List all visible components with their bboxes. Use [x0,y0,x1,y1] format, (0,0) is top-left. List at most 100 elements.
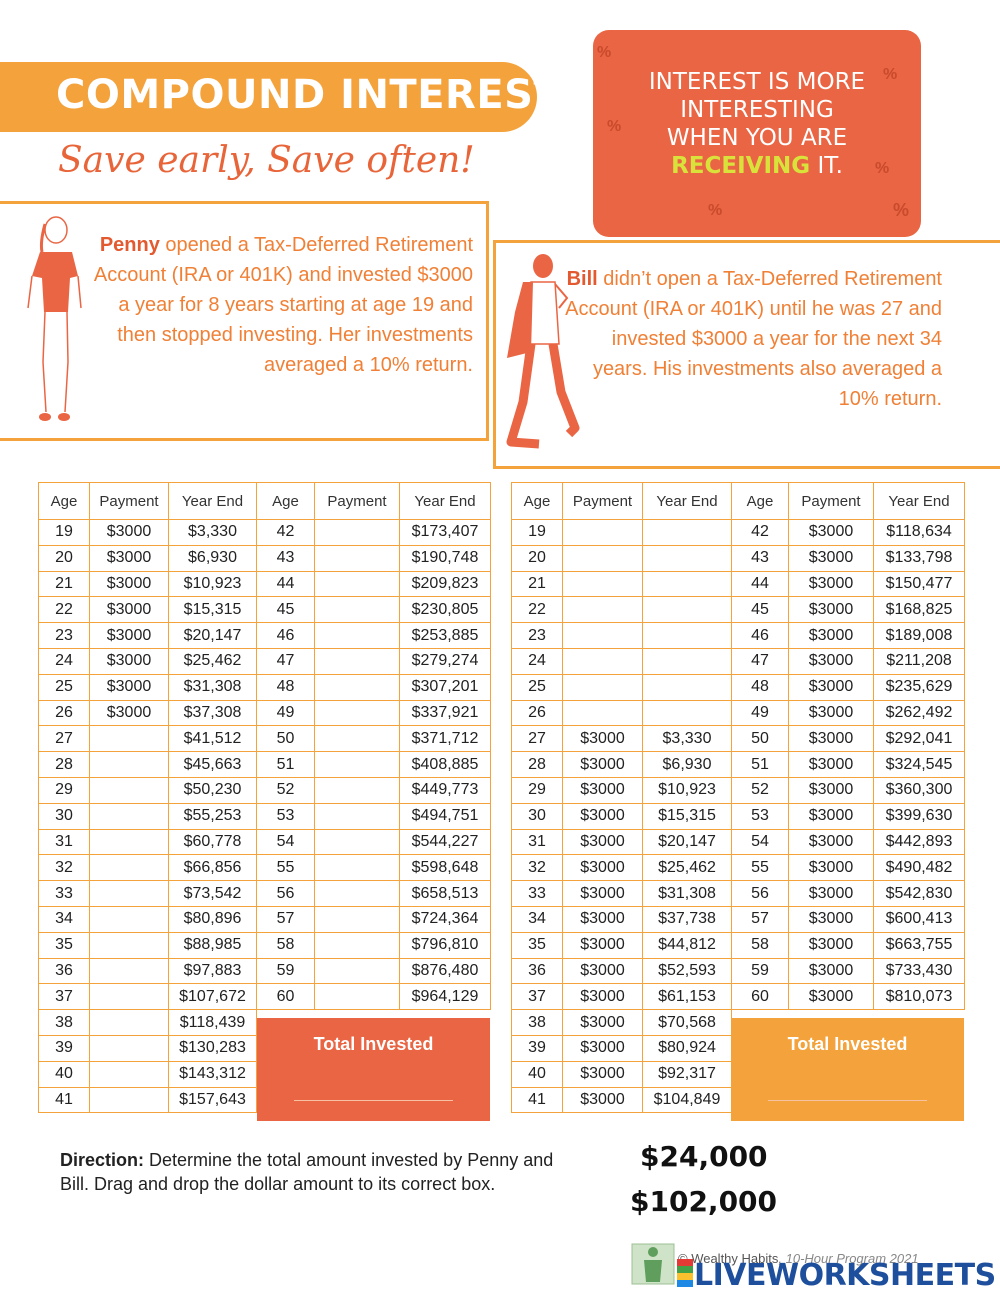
table-row: 28 $45,663 51 $408,885 [38,751,491,778]
age-cell: 30 [511,802,563,830]
year-end-cell: $235,629 [873,673,965,701]
payment-cell: $3000 [788,673,874,701]
payment-cell: $3000 [788,854,874,882]
year-end-cell: $25,462 [642,854,732,882]
payment-cell [562,622,643,649]
year-end-cell: $60,778 [168,828,257,856]
payment-cell [314,957,400,985]
drag-amount-102000[interactable]: $102,000 [630,1185,778,1218]
age-cell: 20 [511,544,563,572]
payment-cell [89,905,169,933]
year-end-cell: $876,480 [399,957,491,985]
header-age: Age [511,482,563,520]
age-cell: 30 [38,802,90,830]
drag-amount-24000[interactable]: $24,000 [640,1140,768,1173]
interest-line: WHEN YOU ARE [666,125,848,151]
year-end-cell: $307,201 [399,673,491,701]
table-row: 26 $3000 $37,308 49 $337,921 [38,699,491,727]
age-cell: 59 [256,957,315,985]
table-row: 21 $3000 $10,923 44 $209,823 [38,570,491,598]
payment-cell [314,983,400,1011]
age-cell: 60 [256,983,315,1011]
interest-line: INTEREST IS MORE [648,69,866,95]
year-end-cell [642,544,732,572]
copyright-text: © Wealthy Habits [678,1251,779,1266]
payment-cell: $3000 [562,751,643,778]
year-end-cell: $6,930 [168,544,257,572]
table-row: 22 $3000 $15,315 45 $230,805 [38,596,491,624]
page-subtitle: Save early, Save often! [58,140,475,181]
age-cell: 51 [731,751,789,778]
table-row: 37 $3000 $61,153 60 $3000 $810,073 [511,983,965,1011]
year-end-cell: $61,153 [642,983,732,1011]
table-header-row: Age Payment Year End Age Payment Year En… [511,482,965,520]
payment-cell: $3000 [788,699,874,727]
age-cell: 25 [38,673,90,701]
header-year-end: Year End [168,482,257,520]
age-cell: 43 [731,544,789,572]
age-cell: 39 [38,1034,90,1062]
payment-cell [562,647,643,675]
bill-total-invested-dropzone[interactable]: Total Invested [731,1018,964,1121]
age-cell: 55 [731,854,789,882]
liveworksheets-brand[interactable]: LIVEWORKSHEETS [694,1258,996,1293]
year-end-cell: $10,923 [168,570,257,598]
age-cell: 48 [731,673,789,701]
table-row: 28 $3000 $6,930 51 $3000 $324,545 [511,751,965,778]
age-cell: 42 [256,519,315,546]
payment-cell: $3000 [788,519,874,546]
year-end-cell: $494,751 [399,802,491,830]
payment-cell [314,776,400,804]
year-end-cell: $360,300 [873,776,965,804]
age-cell: 33 [511,880,563,907]
year-end-cell: $173,407 [399,519,491,546]
header-year-end: Year End [399,482,491,520]
payment-cell [314,725,400,753]
age-cell: 49 [731,699,789,727]
header-payment: Payment [788,482,874,520]
payment-cell: $3000 [788,544,874,572]
table-row: 31 $3000 $20,147 54 $3000 $442,893 [511,828,965,856]
payment-cell [314,596,400,624]
table-row: 25 48 $3000 $235,629 [511,673,965,701]
year-end-cell [642,519,732,546]
year-end-cell: $399,630 [873,802,965,830]
year-end-cell: $157,643 [168,1086,257,1114]
age-cell: 27 [38,725,90,753]
table-row: 41 $3000 $104,849 [511,1086,965,1114]
table-row: 20 $3000 $6,930 43 $190,748 [38,544,491,572]
percent-decoration: % [875,160,890,177]
payment-cell [314,854,400,882]
year-end-cell: $37,738 [642,905,732,933]
payment-cell: $3000 [788,776,874,804]
age-cell: 60 [731,983,789,1011]
year-end-cell: $408,885 [399,751,491,778]
answer-line [768,1100,927,1101]
header-year-end: Year End [642,482,732,520]
bill-story: didn’t open a Tax-Deferred Retirement Ac… [565,268,942,410]
year-end-cell: $73,542 [168,880,257,907]
payment-cell: $3000 [788,751,874,778]
table-row: 25 $3000 $31,308 48 $307,201 [38,673,491,701]
payment-cell: $3000 [89,622,169,649]
table-row: 34 $3000 $37,738 57 $3000 $600,413 [511,905,965,933]
table-row: 29 $3000 $10,923 52 $3000 $360,300 [511,776,965,804]
payment-cell: $3000 [788,647,874,675]
age-cell: 40 [38,1060,90,1088]
interest-line: RECEIVING IT. [593,152,921,180]
payment-cell [89,776,169,804]
table-row: 34 $80,896 57 $724,364 [38,905,491,933]
year-end-cell: $150,477 [873,570,965,598]
year-end-cell: $964,129 [399,983,491,1011]
age-cell: 40 [511,1060,563,1088]
age-cell: 46 [256,622,315,649]
age-cell: 34 [38,905,90,933]
liveworksheets-logo-icon [677,1259,693,1287]
year-end-cell: $658,513 [399,880,491,907]
table-row: 19 42 $3000 $118,634 [511,519,965,546]
penny-total-invested-dropzone[interactable]: Total Invested [257,1018,490,1121]
header-payment: Payment [562,482,643,520]
age-cell: 52 [256,776,315,804]
payment-cell: $3000 [788,596,874,624]
percent-decoration: % [893,200,910,220]
